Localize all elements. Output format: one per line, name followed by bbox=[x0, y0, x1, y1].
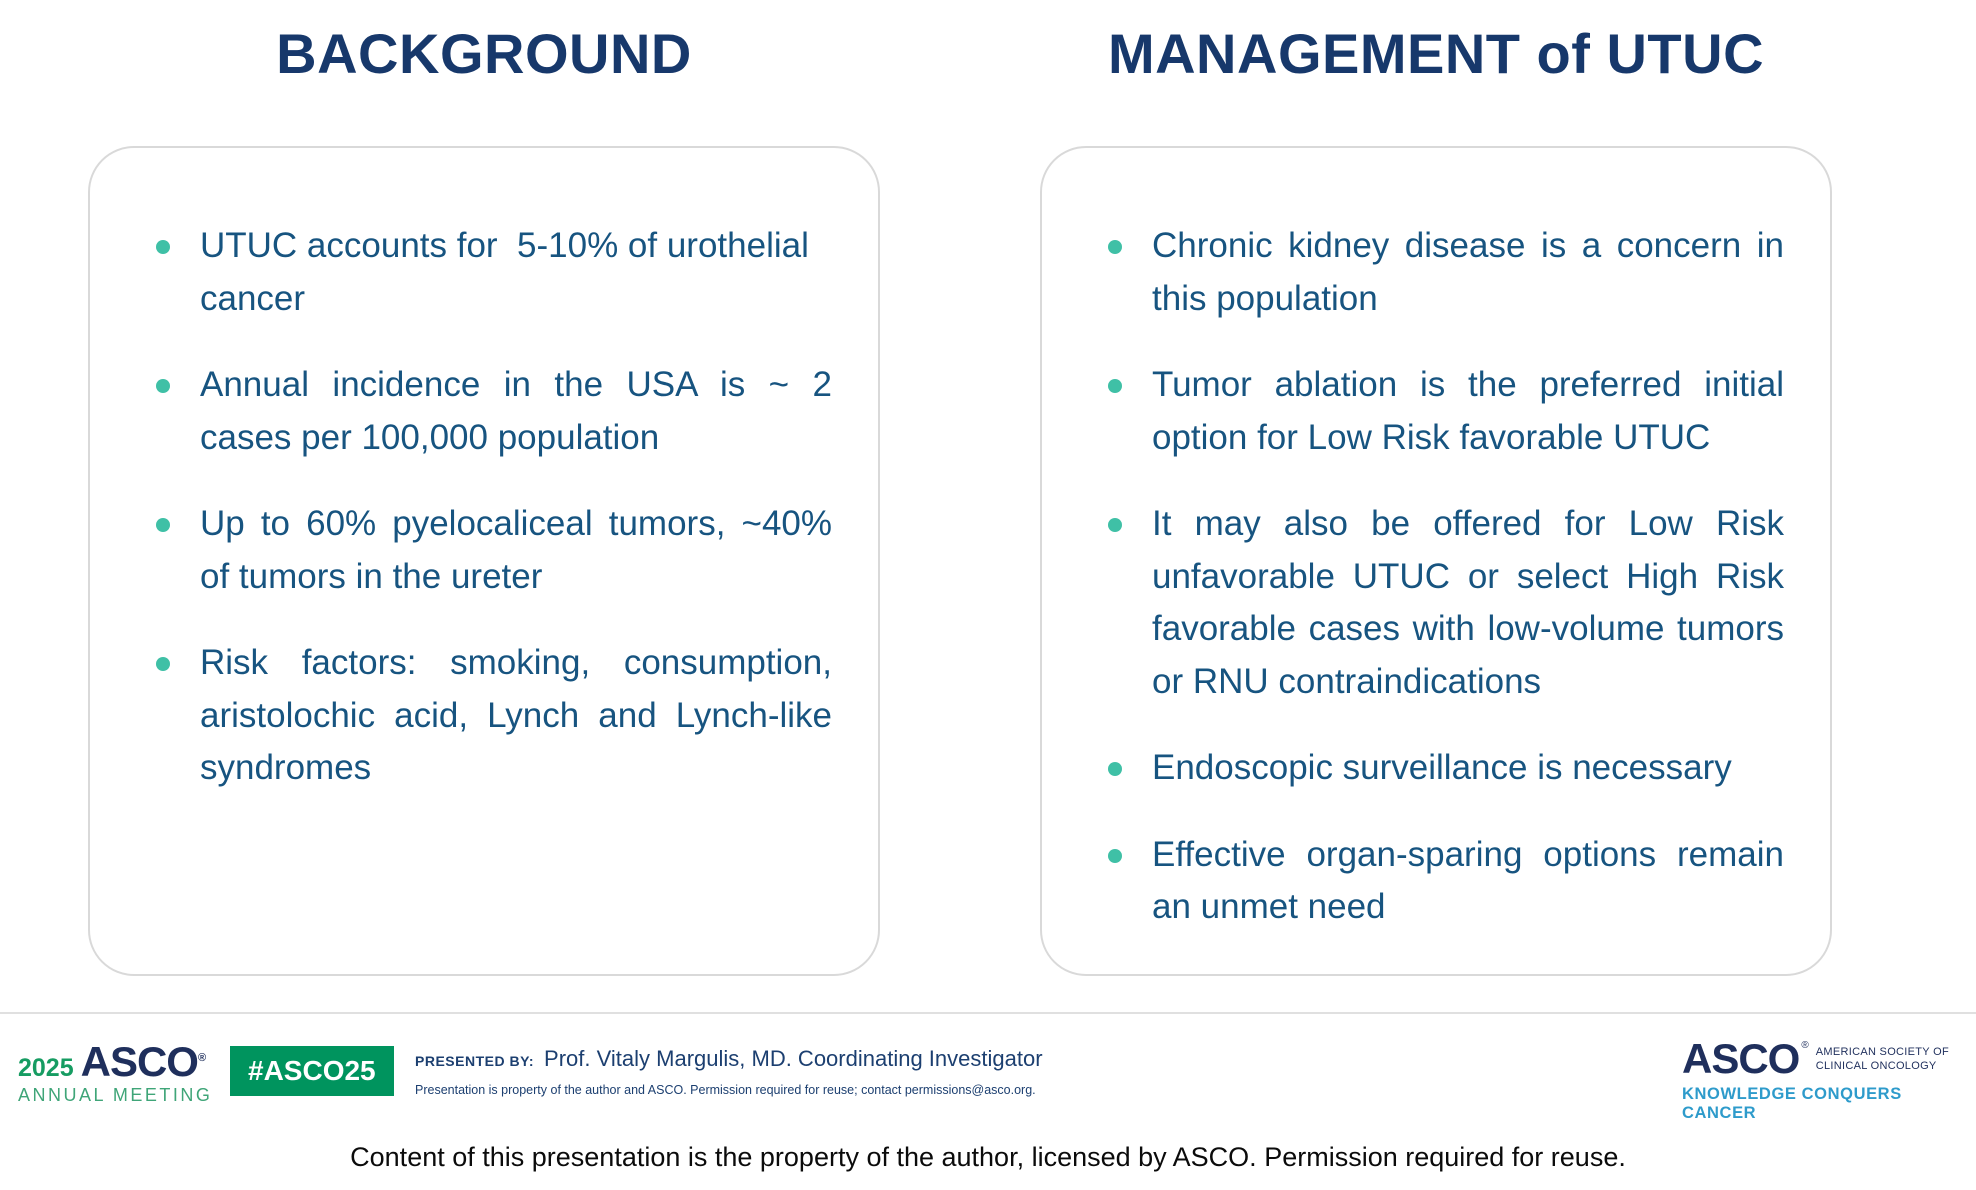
background-bullet-list: UTUC accounts for 5-10% of urothelial ca… bbox=[146, 220, 832, 795]
presenter-name: Prof. Vitaly Margulis, MD. Coordinating … bbox=[544, 1046, 1043, 1071]
bullet-icon bbox=[1108, 848, 1122, 863]
meeting-logo-wordmark-text: ASCO bbox=[80, 1038, 199, 1085]
panel-title-management: MANAGEMENT of UTUC bbox=[1107, 22, 1765, 85]
bullet-icon bbox=[156, 379, 170, 394]
panel-title-background: BACKGROUND bbox=[276, 22, 692, 85]
bullet-text: Annual incidence in the USA is ~ 2 cases… bbox=[200, 365, 832, 457]
bullet-icon bbox=[156, 657, 170, 672]
list-item: Up to 60% pyelocaliceal tumors, ~40% of … bbox=[146, 498, 832, 603]
meeting-logo-year: 2025 bbox=[18, 1054, 74, 1082]
list-item: Annual incidence in the USA is ~ 2 cases… bbox=[146, 359, 832, 464]
list-item: Tumor ablation is the preferred initial … bbox=[1098, 359, 1784, 464]
presented-by-block: PRESENTED BY: Prof. Vitaly Margulis, MD.… bbox=[415, 1046, 1043, 1097]
bullet-text: Risk factors: smoking, consumption, aris… bbox=[200, 643, 832, 788]
meeting-logo-subtitle: ANNUAL MEETING bbox=[18, 1085, 213, 1105]
bullet-icon bbox=[1108, 240, 1122, 255]
bullet-text: Effective organ-sparing options remain a… bbox=[1152, 834, 1784, 927]
bullet-icon bbox=[1108, 379, 1122, 394]
footer: 2025 ASCO® ANNUAL MEETING #ASCO25 PRESEN… bbox=[0, 1038, 1976, 1123]
bullet-text: UTUC accounts for 5-10% of urothelial ca… bbox=[200, 226, 819, 318]
management-column: MANAGEMENT of UTUC Chronic kidney diseas… bbox=[1040, 22, 1832, 977]
bullet-text: Tumor ablation is the preferred initial … bbox=[1152, 365, 1784, 457]
list-item: Chronic kidney disease is a concern in t… bbox=[1098, 220, 1784, 325]
society-logo-row: ASCO ® AMERICAN SOCIETY OF CLINICAL ONCO… bbox=[1682, 1038, 1954, 1080]
management-bullet-list: Chronic kidney disease is a concern in t… bbox=[1098, 220, 1784, 934]
society-name: AMERICAN SOCIETY OF CLINICAL ONCOLOGY bbox=[1816, 1045, 1949, 1074]
registered-mark-icon: ® bbox=[197, 1052, 206, 1064]
copyright-note: Content of this presentation is the prop… bbox=[350, 1142, 1626, 1172]
asco-annual-meeting-logo: 2025 ASCO® ANNUAL MEETING bbox=[18, 1041, 213, 1106]
society-name-line1: AMERICAN SOCIETY OF bbox=[1815, 1045, 1949, 1058]
management-panel: Chronic kidney disease is a concern in t… bbox=[1040, 146, 1832, 977]
presented-by-line: PRESENTED BY: Prof. Vitaly Margulis, MD.… bbox=[415, 1046, 1043, 1072]
bullet-icon bbox=[156, 240, 170, 255]
list-item: UTUC accounts for 5-10% of urothelial ca… bbox=[146, 220, 832, 325]
list-item: Effective organ-sparing options remain a… bbox=[1098, 829, 1784, 934]
list-item: Risk factors: smoking, consumption, aris… bbox=[146, 637, 832, 795]
meeting-logo-row: 2025 ASCO® bbox=[18, 1041, 212, 1083]
reuse-disclaimer: Presentation is property of the author a… bbox=[415, 1083, 1036, 1097]
society-logo-wordmark: ASCO bbox=[1682, 1035, 1800, 1082]
bullet-text: It may also be offered for Low Risk unfa… bbox=[1152, 504, 1784, 701]
bullet-icon bbox=[1108, 762, 1122, 777]
list-item: Endoscopic surveillance is necessary bbox=[1098, 742, 1784, 795]
asco-society-logo: ASCO ® AMERICAN SOCIETY OF CLINICAL ONCO… bbox=[1682, 1038, 1954, 1123]
hashtag-badge: #ASCO25 bbox=[230, 1046, 394, 1096]
presented-by-label: PRESENTED BY: bbox=[415, 1053, 535, 1069]
footer-divider bbox=[0, 1012, 1976, 1014]
society-name-line2: CLINICAL ONCOLOGY bbox=[1815, 1060, 1937, 1072]
meeting-logo-wordmark: ASCO® bbox=[81, 1041, 206, 1083]
bullet-icon bbox=[1108, 518, 1122, 533]
list-item: It may also be offered for Low Risk unfa… bbox=[1098, 498, 1784, 708]
bullet-text: Up to 60% pyelocaliceal tumors, ~40% of … bbox=[200, 504, 832, 596]
bullet-icon bbox=[156, 518, 170, 533]
bullet-text: Endoscopic surveillance is necessary bbox=[1152, 748, 1732, 788]
registered-mark-icon: ® bbox=[1801, 1040, 1809, 1051]
society-logo-tagline: KNOWLEDGE CONQUERS CANCER bbox=[1682, 1085, 1902, 1122]
bullet-text: Chronic kidney disease is a concern in t… bbox=[1152, 226, 1784, 318]
background-column: BACKGROUND UTUC accounts for 5-10% of ur… bbox=[88, 22, 880, 977]
background-panel: UTUC accounts for 5-10% of urothelial ca… bbox=[88, 146, 880, 977]
